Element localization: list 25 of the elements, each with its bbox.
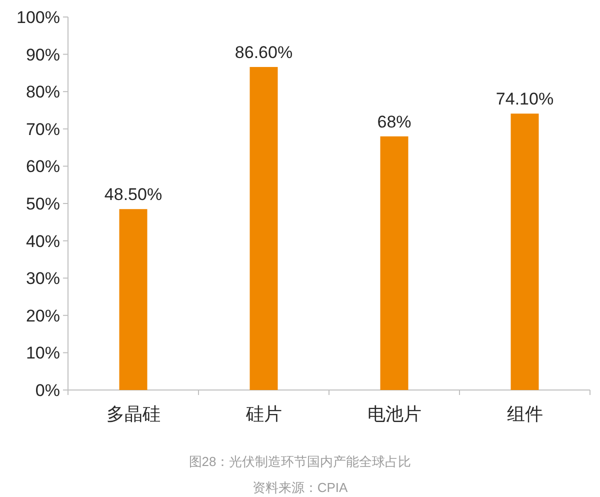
y-tick-label: 80% <box>26 82 60 102</box>
y-tick-label: 0% <box>35 381 60 400</box>
data-label: 74.10% <box>496 90 554 109</box>
data-label: 86.60% <box>234 42 293 62</box>
x-tick-label: 电池片 <box>367 404 422 424</box>
x-tick-label: 组件 <box>506 404 543 424</box>
caption: 图28：光伏制造环节国内产能全球占比 <box>188 454 412 469</box>
y-tick-label: 40% <box>26 232 60 251</box>
y-tick-label: 20% <box>26 306 60 326</box>
y-tick-label: 30% <box>26 269 60 288</box>
y-tick-label: 50% <box>26 194 60 214</box>
data-label: 68% <box>377 112 412 132</box>
text: 资料来源：CPIA <box>252 480 348 495</box>
y-tick-label: 100% <box>16 8 60 27</box>
y-tick-label: 90% <box>26 45 60 64</box>
y-tick-label: 70% <box>26 120 60 139</box>
x-tick-label: 多晶硅 <box>106 404 160 424</box>
y-tick-label: 10% <box>26 344 60 363</box>
data-label: 48.50% <box>104 185 162 204</box>
x-tick-label: 硅片 <box>244 404 282 424</box>
y-tick-label: 60% <box>26 157 60 176</box>
bar <box>119 209 148 390</box>
bar <box>510 114 539 390</box>
bar <box>250 66 278 390</box>
bar <box>380 136 408 390</box>
